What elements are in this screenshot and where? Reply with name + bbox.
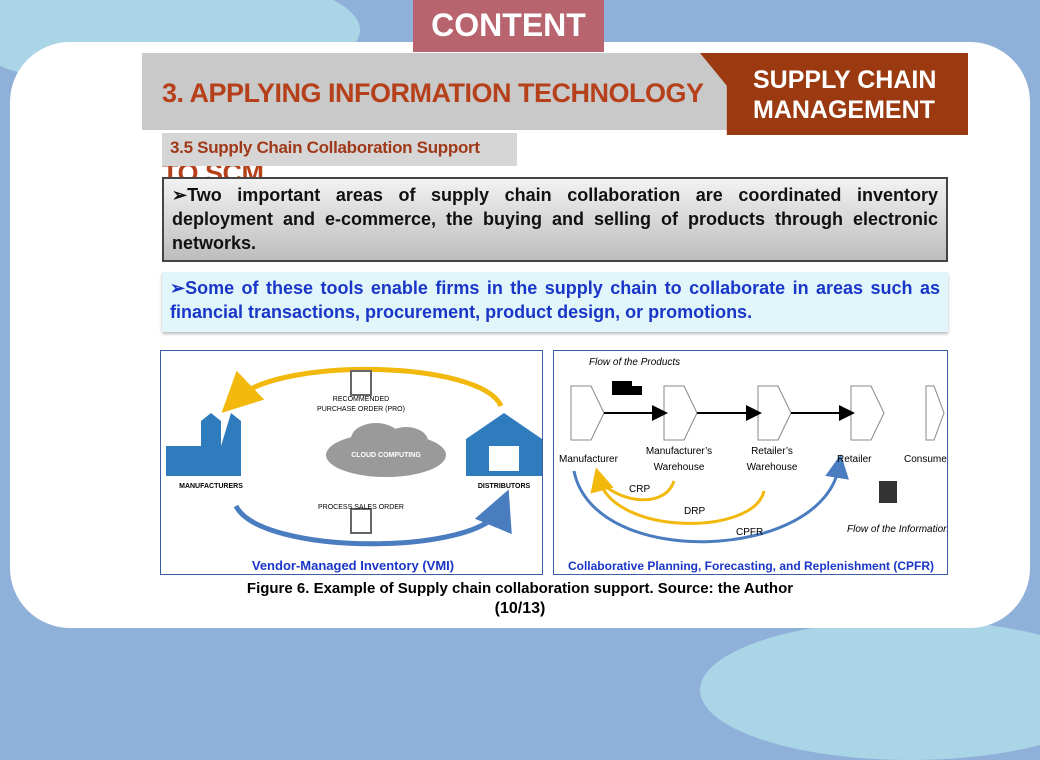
label: Manufacturer’s <box>646 446 712 457</box>
label: Consumer <box>904 454 947 465</box>
label: Warehouse <box>747 462 798 473</box>
text-box: ➢Two important areas of supply chain col… <box>162 177 948 262</box>
header-title: 3. APPLYING INFORMATION TECHNOLOGY TO SC… <box>142 53 732 188</box>
figure-caption: Vendor-Managed Inventory (VMI) <box>252 558 454 573</box>
label: PROCESS SALES ORDER <box>318 504 404 511</box>
label: DISTRIBUTORS <box>478 483 531 490</box>
bg-shape <box>700 620 1040 760</box>
label: RECOMMENDED <box>333 396 389 403</box>
label: Manufacturer <box>559 454 619 465</box>
label: Retailer’s <box>751 446 793 457</box>
badge: CONTENT <box>413 0 604 52</box>
text-box: ➢Some of these tools enable firms in the… <box>162 272 948 332</box>
label: Flow of the Information <box>847 524 947 535</box>
page-number: (10/13) <box>494 600 546 617</box>
figure-cpfr: Flow of the Products Manufacturer Manufa… <box>553 350 951 575</box>
label: Flow of the Products <box>589 357 680 368</box>
label: Warehouse <box>654 462 705 473</box>
figure-caption: Collaborative Planning, Forecasting, and… <box>568 559 934 573</box>
label: CPFR <box>736 527 763 538</box>
label: CRP <box>629 484 650 495</box>
label: DRP <box>684 506 705 517</box>
label: MANUFACTURERS <box>179 483 243 490</box>
label: CLOUD COMPUTING <box>351 452 421 459</box>
tab-line: SUPPLY CHAIN <box>753 66 937 94</box>
label: Retailer <box>837 454 872 465</box>
section-title: 3.5 Supply Chain Collaboration Support <box>162 133 517 166</box>
figure-vmi: RECOMMENDED PURCHASE ORDER (PRO) CLOUD C… <box>160 350 543 575</box>
figure-caption: Figure 6. Example of Supply chain collab… <box>246 580 794 597</box>
diagram: Flow of the Products Manufacturer Manufa… <box>559 357 951 573</box>
diagram: RECOMMENDED PURCHASE ORDER (PRO) CLOUD C… <box>166 366 542 573</box>
label: PURCHASE ORDER (PRO) <box>317 406 405 413</box>
header-tab: SUPPLY CHAIN MANAGEMENT <box>700 53 968 135</box>
tab-line: MANAGEMENT <box>753 96 935 124</box>
